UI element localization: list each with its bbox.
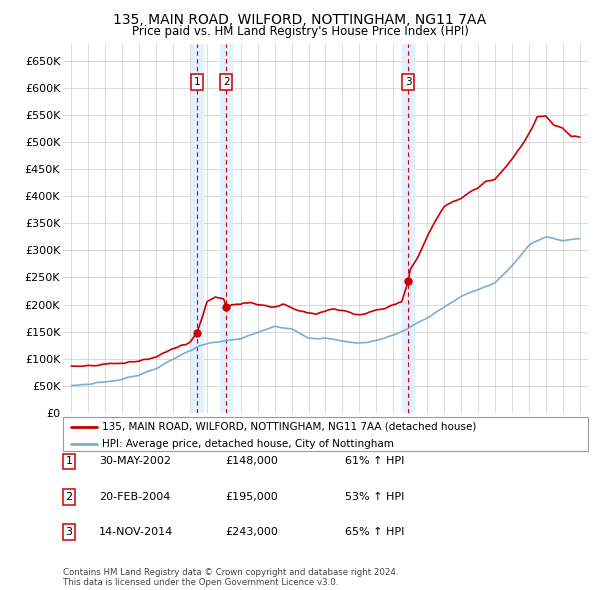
Text: 61% ↑ HPI: 61% ↑ HPI — [345, 457, 404, 466]
Text: 135, MAIN ROAD, WILFORD, NOTTINGHAM, NG11 7AA: 135, MAIN ROAD, WILFORD, NOTTINGHAM, NG1… — [113, 13, 487, 27]
Text: £195,000: £195,000 — [225, 492, 278, 502]
Text: 3: 3 — [65, 527, 73, 537]
Text: 3: 3 — [405, 77, 412, 87]
Text: 2: 2 — [65, 492, 73, 502]
Text: HPI: Average price, detached house, City of Nottingham: HPI: Average price, detached house, City… — [103, 439, 394, 449]
Bar — [220, 44, 232, 413]
FancyBboxPatch shape — [63, 417, 588, 451]
Text: £243,000: £243,000 — [225, 527, 278, 537]
Text: 65% ↑ HPI: 65% ↑ HPI — [345, 527, 404, 537]
Text: £148,000: £148,000 — [225, 457, 278, 466]
Bar — [402, 44, 414, 413]
Bar — [191, 44, 203, 413]
Text: 135, MAIN ROAD, WILFORD, NOTTINGHAM, NG11 7AA (detached house): 135, MAIN ROAD, WILFORD, NOTTINGHAM, NG1… — [103, 422, 477, 432]
Text: 30-MAY-2002: 30-MAY-2002 — [99, 457, 171, 466]
Text: 20-FEB-2004: 20-FEB-2004 — [99, 492, 170, 502]
Text: Contains HM Land Registry data © Crown copyright and database right 2024.
This d: Contains HM Land Registry data © Crown c… — [63, 568, 398, 587]
Text: 14-NOV-2014: 14-NOV-2014 — [99, 527, 173, 537]
Text: 1: 1 — [65, 457, 73, 466]
Text: 1: 1 — [194, 77, 200, 87]
Text: 2: 2 — [223, 77, 229, 87]
Text: Price paid vs. HM Land Registry's House Price Index (HPI): Price paid vs. HM Land Registry's House … — [131, 25, 469, 38]
Text: 53% ↑ HPI: 53% ↑ HPI — [345, 492, 404, 502]
